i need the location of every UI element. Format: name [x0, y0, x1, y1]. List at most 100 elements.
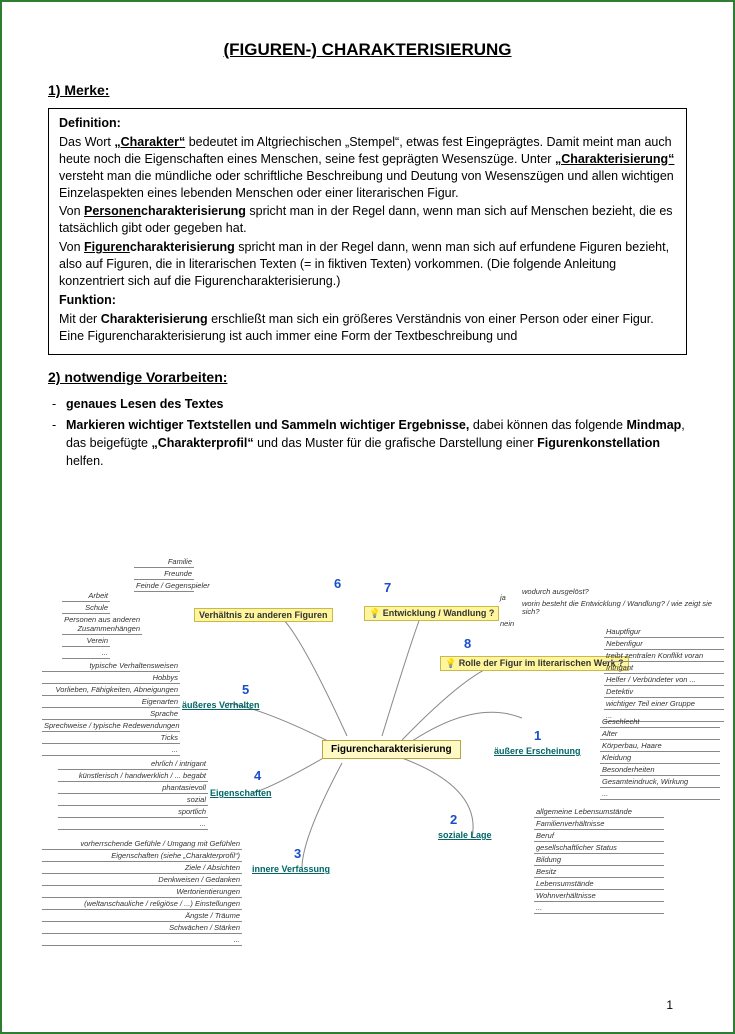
branch-5: äußeres Verhalten	[182, 700, 260, 710]
definition-box: Definition: Das Wort „Charakter“ bedeute…	[48, 108, 687, 355]
leaf: Familienverhältnisse	[534, 818, 664, 830]
leaf: Beruf	[534, 830, 664, 842]
branch-number: 7	[384, 580, 391, 595]
text: charakterisierung	[130, 240, 235, 254]
mindmap: Figurencharakterisierung 6 Verhältnis zu…	[2, 558, 735, 998]
leaf: Wertorientierungen	[42, 886, 242, 898]
branch-1: äußere Erscheinung	[494, 746, 581, 756]
branch-4: Eigenschaften	[210, 788, 272, 798]
text: charakterisierung	[141, 204, 246, 218]
leaf: Intrigant	[604, 662, 724, 674]
term-figuren: Figuren	[84, 240, 130, 254]
leaf: Ängste / Träume	[42, 910, 242, 922]
text: Mit der	[59, 312, 101, 326]
list-item: Markieren wichtiger Textstellen und Samm…	[66, 418, 469, 432]
leaf: künstlerisch / handwerklich / ... begabt	[58, 770, 208, 782]
leaf: Familie	[134, 556, 194, 568]
leaf: (weltanschauliche / religiöse / ...) Ein…	[42, 898, 242, 910]
text: Von	[59, 240, 84, 254]
leaf: Bildung	[534, 854, 664, 866]
term-mindmap: Mindmap	[626, 418, 681, 432]
branch-3-leaves: vorherrschende Gefühle / Umgang mit Gefü…	[42, 838, 242, 946]
term-charakterisierung-2: Charakterisierung	[101, 312, 208, 326]
prework-list: genaues Lesen des Textes Markieren wicht…	[48, 395, 687, 470]
leaf: gesellschaftlicher Status	[534, 842, 664, 854]
leaf: Arbeit	[62, 590, 110, 602]
section-2-heading: 2) notwendige Vorarbeiten:	[48, 369, 687, 385]
leaf: Hauptfigur	[604, 626, 724, 638]
section-1-heading: 1) Merke:	[48, 82, 687, 98]
leaf: vorherrschende Gefühle / Umgang mit Gefü…	[42, 838, 242, 850]
leaf: Ziele / Absichten	[42, 862, 242, 874]
leaf: Helfer / Verbündeter von ...	[604, 674, 724, 686]
branch-5-leaves: typische Verhaltensweisen Hobbys Vorlieb…	[42, 660, 180, 756]
text: und das Muster für die grafische Darstel…	[254, 436, 537, 450]
branch-number: 3	[294, 846, 301, 861]
text: dabei können das folgende	[469, 418, 626, 432]
branch-number: 8	[464, 636, 471, 651]
branch-2: soziale Lage	[438, 830, 492, 840]
branch-8: 💡 Rolle der Figur im literarischen Werk …	[440, 656, 629, 671]
branch-8-leaves: Hauptfigur Nebenfigur treibt zentralen K…	[604, 626, 724, 722]
leaf: ...	[534, 902, 664, 914]
branch-number: 1	[534, 728, 541, 743]
leaf: treibt zentralen Konflikt voran	[604, 650, 724, 662]
term-personen: Personen	[84, 204, 141, 218]
branch-4-leaves: ehrlich / intrigant künstlerisch / handw…	[58, 758, 208, 830]
leaf: Eigenarten	[42, 696, 180, 708]
leaf: Hobbys	[42, 672, 180, 684]
text: Von	[59, 204, 84, 218]
branch-6: Verhältnis zu anderen Figuren	[194, 608, 333, 622]
leaf: sportlich	[58, 806, 208, 818]
leaf: ...	[42, 744, 180, 756]
leaf: ...	[42, 934, 242, 946]
branch-6-leaves-b: Arbeit Schule Personen aus anderen Zusam…	[62, 590, 110, 659]
branch-number: 4	[254, 768, 261, 783]
term-charakter: „Charakter“	[114, 135, 185, 149]
leaf: ...	[58, 818, 208, 830]
def-label: Definition:	[59, 116, 121, 130]
leaf: Freunde	[134, 568, 194, 580]
text: helfen.	[66, 454, 104, 468]
leaf: typische Verhaltensweisen	[42, 660, 180, 672]
leaf: ...	[600, 788, 720, 800]
leaf: ehrlich / intrigant	[58, 758, 208, 770]
term-charakterisierung: „Charakterisierung“	[555, 152, 674, 166]
leaf: worin besteht die Entwicklung / Wandlung…	[522, 600, 722, 617]
leaf: Wohnverhältnisse	[534, 890, 664, 902]
leaf: sozial	[58, 794, 208, 806]
leaf: Alter	[600, 728, 720, 740]
leaf: wodurch ausgelöst?	[522, 588, 589, 596]
leaf: ja	[500, 594, 506, 602]
term-figurenkonstellation: Figurenkonstellation	[537, 436, 660, 450]
leaf: Vorlieben, Fähigkeiten, Abneigungen	[42, 684, 180, 696]
text: versteht man die mündliche oder schriftl…	[59, 169, 674, 200]
leaf: Verein	[62, 635, 110, 647]
branch-3: innere Verfassung	[252, 864, 330, 874]
leaf: Detektiv	[604, 686, 724, 698]
leaf: Personen aus anderen Zusammenhängen	[62, 614, 142, 635]
leaf: Denkweisen / Gedanken	[42, 874, 242, 886]
list-item: genaues Lesen des Textes	[66, 397, 223, 411]
leaf: Besonderheiten	[600, 764, 720, 776]
branch-number: 2	[450, 812, 457, 827]
leaf: Nebenfigur	[604, 638, 724, 650]
branch-6-leaves-a: Familie Freunde Feinde / Gegenspieler	[134, 556, 194, 592]
branch-7: 💡 Entwicklung / Wandlung ?	[364, 606, 499, 621]
branch-2-leaves: allgemeine Lebensumstände Familienverhäl…	[534, 806, 664, 914]
leaf: allgemeine Lebensumstände	[534, 806, 664, 818]
leaf: Körperbau, Haare	[600, 740, 720, 752]
leaf: Besitz	[534, 866, 664, 878]
leaf: Ticks	[42, 732, 180, 744]
leaf: Lebensumstände	[534, 878, 664, 890]
leaf: Schwächen / Stärken	[42, 922, 242, 934]
leaf: Feinde / Gegenspieler	[134, 580, 194, 592]
text: Das Wort	[59, 135, 114, 149]
leaf: Kleidung	[600, 752, 720, 764]
leaf: phantasievoll	[58, 782, 208, 794]
leaf: nein	[500, 620, 514, 628]
branch-number: 6	[334, 576, 341, 591]
leaf: Sprechweise / typische Redewendungen	[42, 720, 180, 732]
page-title: (FIGUREN-) CHARAKTERISIERUNG	[48, 40, 687, 60]
leaf: Geschlecht	[600, 716, 720, 728]
